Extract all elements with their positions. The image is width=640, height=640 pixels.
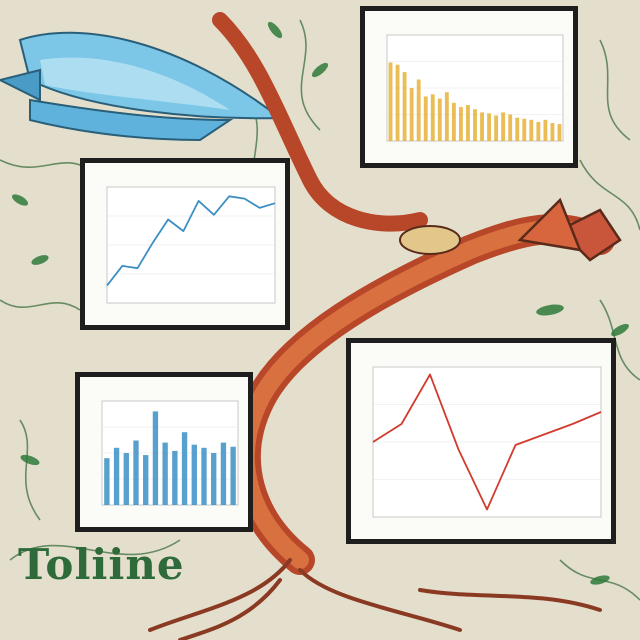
chart-panel-line-left [80, 158, 290, 330]
bar [104, 458, 110, 505]
bar [480, 112, 484, 141]
bar [515, 117, 520, 141]
bar [522, 118, 527, 141]
chart-panel-bar-top [360, 6, 578, 168]
bar [123, 453, 129, 505]
bar [536, 121, 541, 141]
bar [473, 109, 477, 141]
caption-lettering: Toliine [18, 540, 185, 589]
chart-panel-inner [351, 343, 611, 539]
bar [172, 450, 178, 505]
series-line [372, 373, 602, 511]
bar [220, 442, 227, 505]
bar [191, 444, 197, 505]
bar [211, 453, 217, 505]
bar [388, 62, 393, 142]
bar [458, 107, 463, 141]
bar [162, 442, 168, 505]
chart-panel-inner [365, 11, 573, 163]
bar [508, 114, 513, 141]
bar [451, 102, 456, 141]
chart-panel-inner [80, 377, 248, 527]
bar [430, 94, 435, 141]
bar [444, 92, 449, 141]
bar [230, 446, 236, 505]
bar [557, 124, 562, 141]
bar [133, 440, 139, 505]
bar [409, 88, 414, 141]
bar [416, 79, 421, 141]
bar [181, 432, 188, 505]
root-tendrils [148, 558, 602, 640]
bar-chart [386, 34, 564, 142]
chart-panel-line-right [346, 338, 616, 544]
bar [201, 447, 207, 505]
bar [423, 96, 428, 141]
bar [466, 104, 470, 141]
bar [543, 119, 548, 141]
bar [437, 98, 442, 141]
bar [487, 113, 492, 141]
bar [402, 72, 407, 141]
rocket-illustration [0, 31, 283, 142]
line-chart [372, 366, 602, 518]
bar [143, 455, 149, 505]
bar [152, 411, 159, 505]
bar [113, 447, 120, 505]
bar [550, 122, 555, 141]
bar-chart [101, 400, 239, 506]
bar [501, 112, 506, 141]
bar [494, 115, 499, 141]
chart-panel-inner [85, 163, 285, 325]
chart-panel-bar-bottom [75, 372, 253, 532]
bar [395, 64, 400, 141]
bar [529, 119, 534, 141]
line-chart [106, 186, 276, 304]
series-line [106, 195, 276, 287]
